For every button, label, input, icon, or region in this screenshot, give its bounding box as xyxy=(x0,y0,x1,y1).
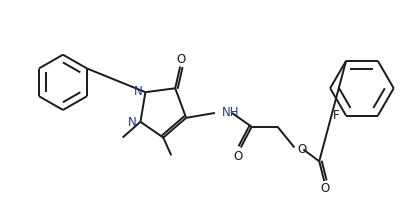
Text: O: O xyxy=(321,182,330,195)
Text: N: N xyxy=(128,116,137,129)
Text: F: F xyxy=(333,109,339,122)
Text: O: O xyxy=(297,143,307,156)
Text: N: N xyxy=(134,85,143,98)
Text: NH: NH xyxy=(222,106,239,119)
Text: O: O xyxy=(233,150,242,163)
Text: O: O xyxy=(177,53,186,66)
